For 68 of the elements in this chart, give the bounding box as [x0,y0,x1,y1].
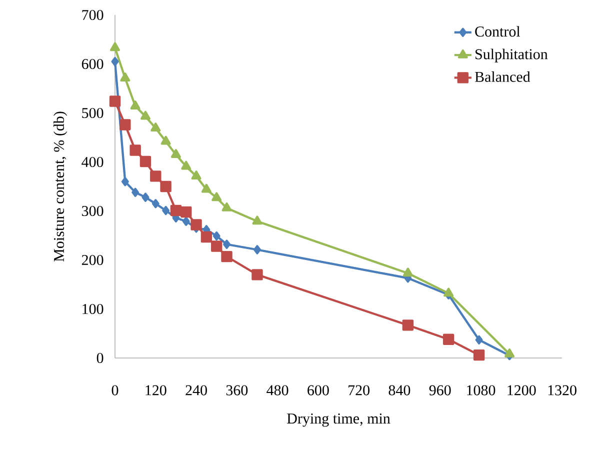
x-tick-label: 120 [146,385,166,396]
x-tick-label: 840 [388,385,410,396]
x-tick-label: 1080 [467,385,496,396]
point [170,149,181,158]
point [132,188,140,197]
point [212,231,220,241]
point [223,240,230,249]
point [201,184,212,193]
y-tick-label: 400 [82,156,104,168]
point [170,204,182,216]
point [109,96,121,107]
x-tick-label: 1320 [548,385,576,396]
point [442,334,454,345]
point [120,119,131,130]
point [140,156,152,168]
point [152,199,160,208]
y-tick-label: 700 [82,10,104,20]
y-axis-title: Moisture content, % (db) [54,112,68,262]
point [254,245,261,254]
point [180,206,192,218]
point [140,110,150,120]
x-tick-label: 720 [348,385,370,396]
x-tick-label: 0 [112,385,118,396]
point [110,42,120,52]
point [252,269,263,280]
point [473,349,485,361]
point [200,231,212,243]
point [402,320,414,331]
point [130,100,140,110]
x-tick-label: 360 [226,385,248,396]
point [504,348,515,358]
x-tick-label: 1200 [508,385,536,396]
point [190,219,202,230]
legend-label: Sulphitation [476,48,548,62]
point [402,268,413,277]
y-tick-label: 500 [82,108,104,118]
legend-label: Balanced [474,71,530,82]
point [191,170,202,180]
y-tick-label: 300 [82,206,104,216]
x-tick-label: 240 [186,385,207,396]
point [212,192,222,202]
point [121,177,129,186]
y-tick-label: 0 [96,352,104,364]
point [142,192,150,202]
point [222,202,232,212]
point [181,160,192,170]
x-tick-label: 600 [308,385,329,396]
x-axis-title: Drying time, min [287,414,390,427]
point [111,56,119,66]
point [252,216,262,225]
y-tick-label: 600 [82,58,104,70]
point [475,335,483,344]
point [444,288,454,297]
point [210,240,222,252]
point [120,72,130,82]
point [150,122,161,132]
point [182,216,190,226]
legend-label: Control [475,26,520,37]
x-tick-label: 960 [429,385,451,396]
y-tick-label: 200 [82,254,104,266]
point [130,144,141,156]
point [160,136,171,145]
point [150,170,162,182]
x-tick-label: 480 [266,385,288,396]
y-tick-label: 100 [82,304,104,314]
point [160,180,172,192]
point [221,250,232,262]
point [162,206,170,216]
